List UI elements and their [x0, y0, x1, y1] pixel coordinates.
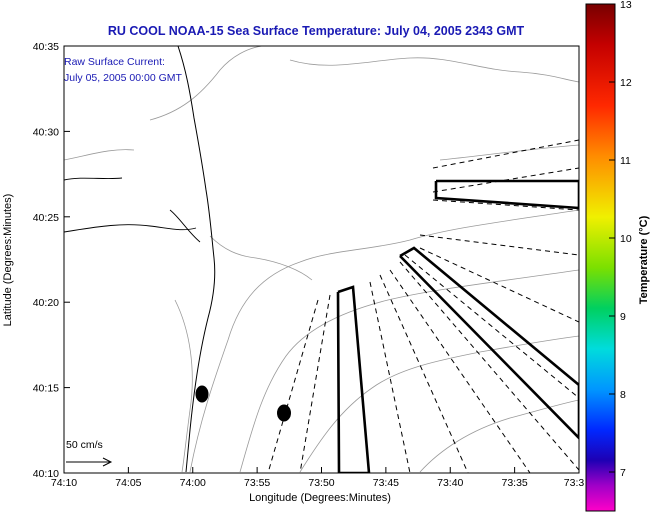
beam-wedge: [336, 285, 371, 473]
y-tick-label: 40:20: [33, 297, 59, 309]
colorbar-tick-label: 10: [620, 233, 632, 245]
colorbar-tick-label: 9: [620, 311, 626, 323]
x-tick-label: 74:10: [51, 477, 77, 489]
y-tick-label: 40:10: [33, 468, 59, 480]
beam-wedge: [434, 179, 579, 210]
coastline-inlet: [64, 224, 197, 233]
colorbar-tick-label: 13: [620, 0, 632, 11]
bathymetry-contours: [64, 46, 579, 473]
beam-ray: [399, 261, 579, 471]
x-tick-label: 73:50: [308, 477, 334, 489]
station-marker: [277, 404, 291, 422]
x-axis-label: Longitude (Degrees:Minutes): [249, 492, 391, 504]
coastline-bay: [64, 177, 201, 243]
y-tick-label: 40:30: [33, 126, 59, 138]
plot-area: [64, 46, 579, 473]
beam-ray: [404, 254, 579, 399]
y-axis-label: Latitude (Degrees:Minutes): [2, 194, 14, 327]
colorbar-ticks: 13 12 11 10 9 8 7: [609, 0, 632, 479]
beam-wedge: [399, 246, 579, 440]
y-tick-label: 40:25: [33, 212, 59, 224]
x-tick-label: 74:00: [180, 477, 206, 489]
scale-arrow: [66, 457, 113, 467]
x-tick-label: 73:3: [564, 477, 585, 489]
beam-ray: [419, 247, 579, 323]
beam-ray: [369, 281, 411, 473]
colorbar-tick-label: 7: [620, 467, 626, 479]
colorbar-label: Temperature (°C): [638, 215, 650, 304]
beam-ray: [299, 294, 331, 473]
beam-ray: [432, 139, 579, 169]
annotation-line-1: Raw Surface Current:: [64, 56, 165, 68]
scale-label: 50 cm/s: [66, 439, 103, 451]
y-tick-label: 40:35: [33, 41, 59, 53]
colorbar-tick-label: 11: [620, 155, 631, 167]
colorbar-tick-label: 8: [620, 389, 626, 401]
x-tick-label: 73:45: [373, 477, 399, 489]
x-tick-label: 73:40: [437, 477, 463, 489]
x-tick-label: 74:05: [115, 477, 141, 489]
beam-ray: [267, 299, 319, 473]
chart-title: RU COOL NOAA-15 Sea Surface Temperature:…: [108, 24, 525, 38]
x-tick-label: 73:35: [501, 477, 527, 489]
beam-ray: [379, 274, 469, 473]
station-marker: [195, 385, 209, 403]
coastline: [177, 46, 216, 473]
x-axis: 74:10 74:05 74:00 73:55 73:50 73:45 73:40 73:35…: [51, 467, 585, 489]
colorbar: [585, 3, 616, 512]
x-tick-label: 73:55: [244, 477, 270, 489]
annotation-line-2: July 05, 2005 00:00 GMT: [64, 72, 182, 84]
y-tick-label: 40:15: [33, 383, 59, 395]
beam-ray: [432, 199, 579, 211]
radar-beam-sectors: [267, 139, 579, 473]
y-axis: 40:35 40:30 40:25 40:20 40:15 40:10: [33, 41, 70, 480]
colorbar-tick-label: 12: [620, 77, 632, 89]
